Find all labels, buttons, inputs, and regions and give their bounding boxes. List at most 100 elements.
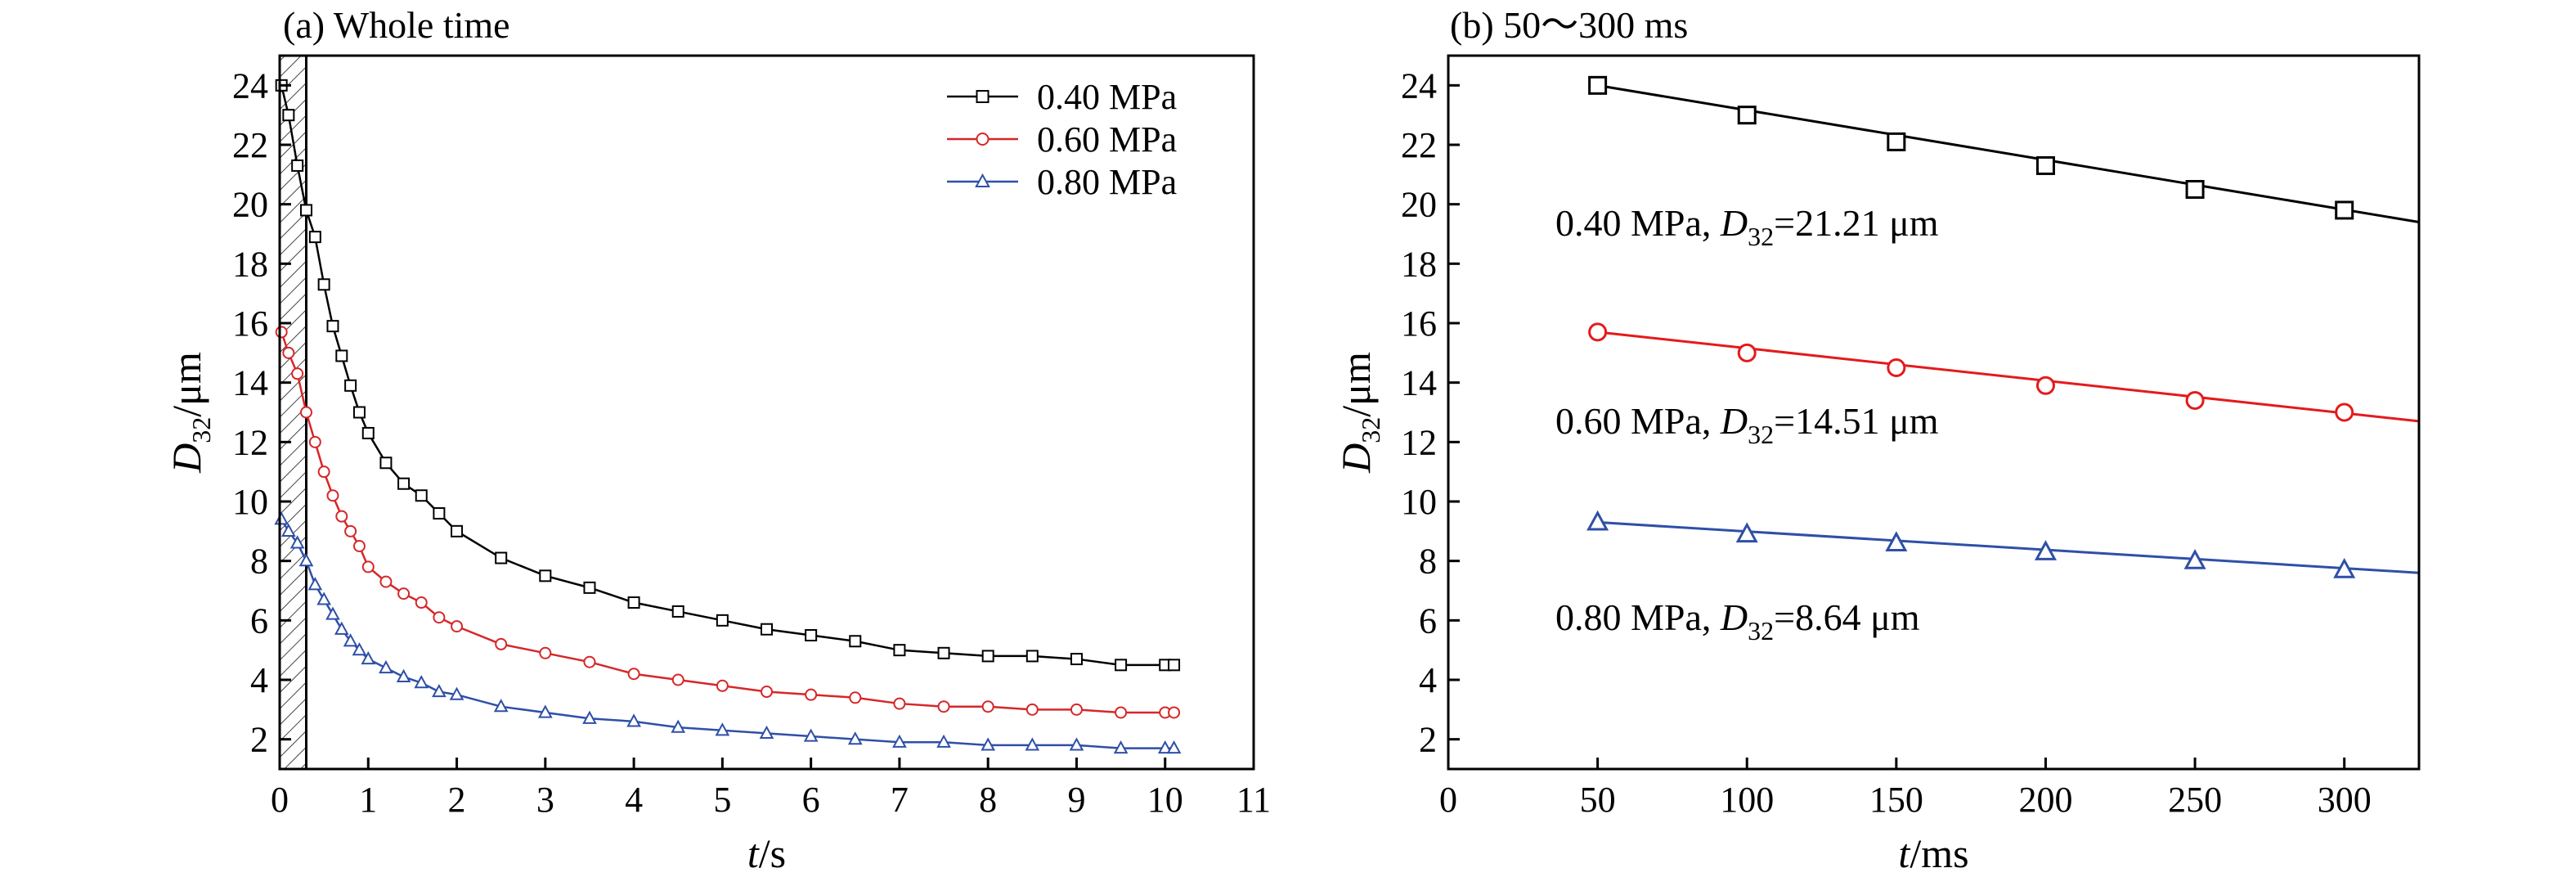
panel-b-series-0-40-mpa: [1588, 75, 2420, 223]
panel-a-point-0-80-mpa: [379, 659, 393, 674]
panel-a-point-0-40-mpa: [335, 349, 348, 362]
panel-a-point-0-40-mpa: [415, 489, 428, 502]
panel-a-series-0-60-mpa: [275, 326, 1181, 719]
panel-b-plot-frame: [1447, 54, 2421, 771]
panel-a-point-0-40-mpa: [361, 426, 375, 439]
panel-a-point-0-80-mpa: [396, 668, 411, 682]
panel-a-point-0-60-mpa: [344, 524, 357, 537]
annotation-subscript: 32: [1748, 222, 1774, 251]
panel-a-point-0-60-mpa: [326, 489, 339, 502]
annotation-value: =8.64 μm: [1774, 596, 1920, 638]
panel-a-point-0-80-mpa: [626, 713, 641, 727]
panel-a-point-0-60-mpa: [627, 668, 640, 681]
panel-a-x-axis-label: t/s: [747, 830, 786, 876]
panel-a-point-0-60-mpa: [805, 688, 818, 701]
panel-a-data-marks: [274, 79, 1182, 754]
panel-b-point-0-40-mpa: [1588, 75, 1608, 95]
panel-a-point-0-40-mpa: [379, 456, 393, 470]
panel-a-x-tick-label: 3: [536, 780, 554, 820]
panel-a-point-0-40-mpa: [937, 646, 950, 659]
panel-a-point-0-60-mpa: [1168, 706, 1181, 719]
panel-a-point-0-40-mpa: [1025, 650, 1039, 663]
panel-a-point-0-60-mpa: [361, 560, 375, 573]
panel-a-x-tick-label: 11: [1236, 780, 1271, 820]
panel-a-point-0-40-mpa: [627, 596, 640, 609]
panel-a-point-0-60-mpa: [275, 326, 288, 339]
panel-a-point-0-60-mpa: [1115, 706, 1128, 719]
panel-a-point-0-40-mpa: [981, 650, 994, 663]
panel-a-point-0-80-mpa: [493, 699, 509, 713]
panel-a-point-0-80-mpa: [307, 577, 323, 591]
panel-a-x-tick-label: 9: [1067, 780, 1085, 820]
panel-a-point-0-60-mpa: [282, 346, 295, 359]
panel-b-y-tick-label: 22: [1401, 125, 1437, 165]
panel-a-point-0-80-mpa: [325, 606, 340, 620]
panel-b-fit-line-0-40-mpa: [1597, 83, 2420, 223]
panel-a-point-0-60-mpa: [716, 679, 729, 692]
panel-a-x-tick-label: 10: [1147, 780, 1183, 820]
panel-b-y-axis-label: D32/μm: [1333, 352, 1385, 474]
panel-b-y-axis-unit: /μm: [1333, 352, 1379, 417]
panel-a-plot-frame: [278, 54, 1255, 771]
panel-a-point-0-80-mpa: [582, 710, 597, 724]
panel-a-point-0-40-mpa: [451, 524, 464, 537]
panel-b-x-axis-unit: /ms: [1910, 830, 1968, 876]
panel-a-point-0-40-mpa: [716, 614, 729, 627]
panel-a-point-0-60-mpa: [495, 637, 508, 650]
panel-a-point-0-40-mpa: [299, 204, 312, 217]
panel-a-point-0-80-mpa: [1166, 740, 1182, 754]
panel-a-x-axis-unit: /s: [759, 830, 786, 876]
panel-b-x-tick-label: 0: [1439, 780, 1457, 820]
panel-b-point-0-80-mpa: [2333, 557, 2356, 578]
panel-b-y-tick-label: 20: [1401, 185, 1437, 225]
panel-a-point-0-80-mpa: [1157, 740, 1173, 754]
panel-a-point-0-60-mpa: [317, 465, 330, 479]
panel-a-y-axis-subscript: 32: [186, 417, 216, 443]
panel-a-y-axis-variable: D: [164, 443, 209, 474]
panel-b-title: (b) 50～300 ms: [1450, 4, 1688, 46]
panel-a-point-0-80-mpa: [334, 621, 349, 635]
panel-a-point-0-60-mpa: [291, 367, 304, 380]
panel-b-y-tick-label: 18: [1401, 244, 1437, 284]
panel-a-point-0-40-mpa: [344, 379, 357, 392]
panel-b-point-0-80-mpa: [2183, 549, 2206, 569]
panel-a-point-0-40-mpa: [326, 320, 339, 333]
panel-b-x-tick-label: 150: [1869, 780, 1923, 820]
panel-b-point-0-60-mpa: [1737, 343, 1757, 362]
panel-a-point-0-80-mpa: [414, 675, 429, 689]
panel-b-y-tick-label: 6: [1419, 600, 1437, 641]
panel-a-point-0-60-mpa: [299, 406, 312, 419]
panel-a-point-0-60-mpa: [379, 575, 393, 588]
panel-a-x-tick-label: 8: [979, 780, 997, 820]
panel-b-point-0-40-mpa: [1737, 106, 1757, 125]
panel-a-point-0-60-mpa: [308, 435, 321, 448]
panel-b-x-tick-label: 100: [1720, 780, 1774, 820]
panel-a-x-tick-label: 6: [802, 780, 820, 820]
legend-marker-0-80-mpa: [975, 173, 990, 188]
panel-a-line-0-60-mpa: [280, 331, 1174, 714]
panel-a-y-tick-label: 16: [232, 304, 268, 344]
panel-a-point-0-40-mpa: [539, 569, 552, 582]
panel-b-x-tick-label: 300: [2318, 780, 2372, 820]
panel-a-point-0-60-mpa: [1070, 703, 1083, 716]
panel-a-point-0-80-mpa: [803, 728, 819, 742]
panel-a-point-0-60-mpa: [761, 686, 773, 699]
panel-b-point-0-60-mpa: [1588, 322, 1608, 342]
panel-a-y-tick-label: 22: [232, 125, 268, 165]
panel-a-y-tick-label: 12: [232, 422, 268, 462]
panel-b-x-tick-label: 50: [1580, 780, 1616, 820]
panel-a-point-0-40-mpa: [893, 644, 906, 657]
panel-a-y-tick-label: 14: [232, 363, 268, 403]
panel-a-point-0-60-mpa: [1025, 703, 1039, 716]
panel-a-point-0-40-mpa: [308, 231, 321, 244]
annotation-subscript: 32: [1748, 616, 1774, 645]
panel-a-point-0-40-mpa: [495, 551, 508, 564]
panel-b-y-tick-label: 24: [1401, 65, 1437, 106]
panel-a-y-tick-label: 24: [232, 65, 268, 106]
panel-b-x-tick-label: 250: [2168, 780, 2222, 820]
panel-b-point-0-60-mpa: [2335, 403, 2354, 422]
